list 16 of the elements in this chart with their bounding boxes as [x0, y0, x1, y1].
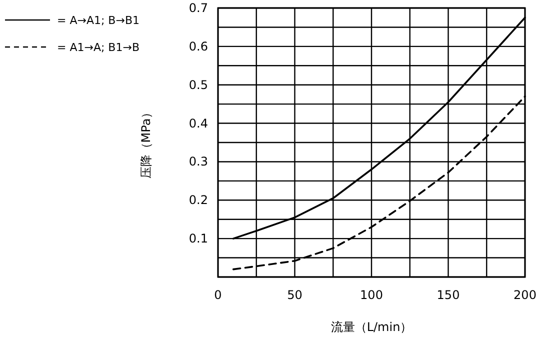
y-tick-label: 0.5: [188, 78, 208, 92]
y-tick-label: 0.1: [188, 232, 208, 246]
x-tick-label: 150: [436, 288, 460, 302]
y-tick-label: 0.7: [188, 1, 208, 15]
y-tick-label: 0.2: [188, 193, 208, 208]
x-tick-label: 200: [514, 288, 536, 302]
y-axis-title: 压降（MPa）: [139, 106, 153, 179]
y-tick-label: 0.3: [188, 154, 208, 169]
y-tick-label: 0.6: [188, 39, 208, 54]
x-tick-label: 50: [287, 288, 302, 302]
legend-label: = A→A1; B→B1: [57, 14, 140, 27]
legend-label: = A1→A; B1→B: [57, 41, 140, 54]
x-axis-title: 流量（L/min）: [330, 320, 412, 334]
x-tick-label: 100: [360, 288, 383, 302]
x-tick-label: 0: [214, 288, 222, 302]
y-tick-label: 0.4: [188, 116, 208, 130]
